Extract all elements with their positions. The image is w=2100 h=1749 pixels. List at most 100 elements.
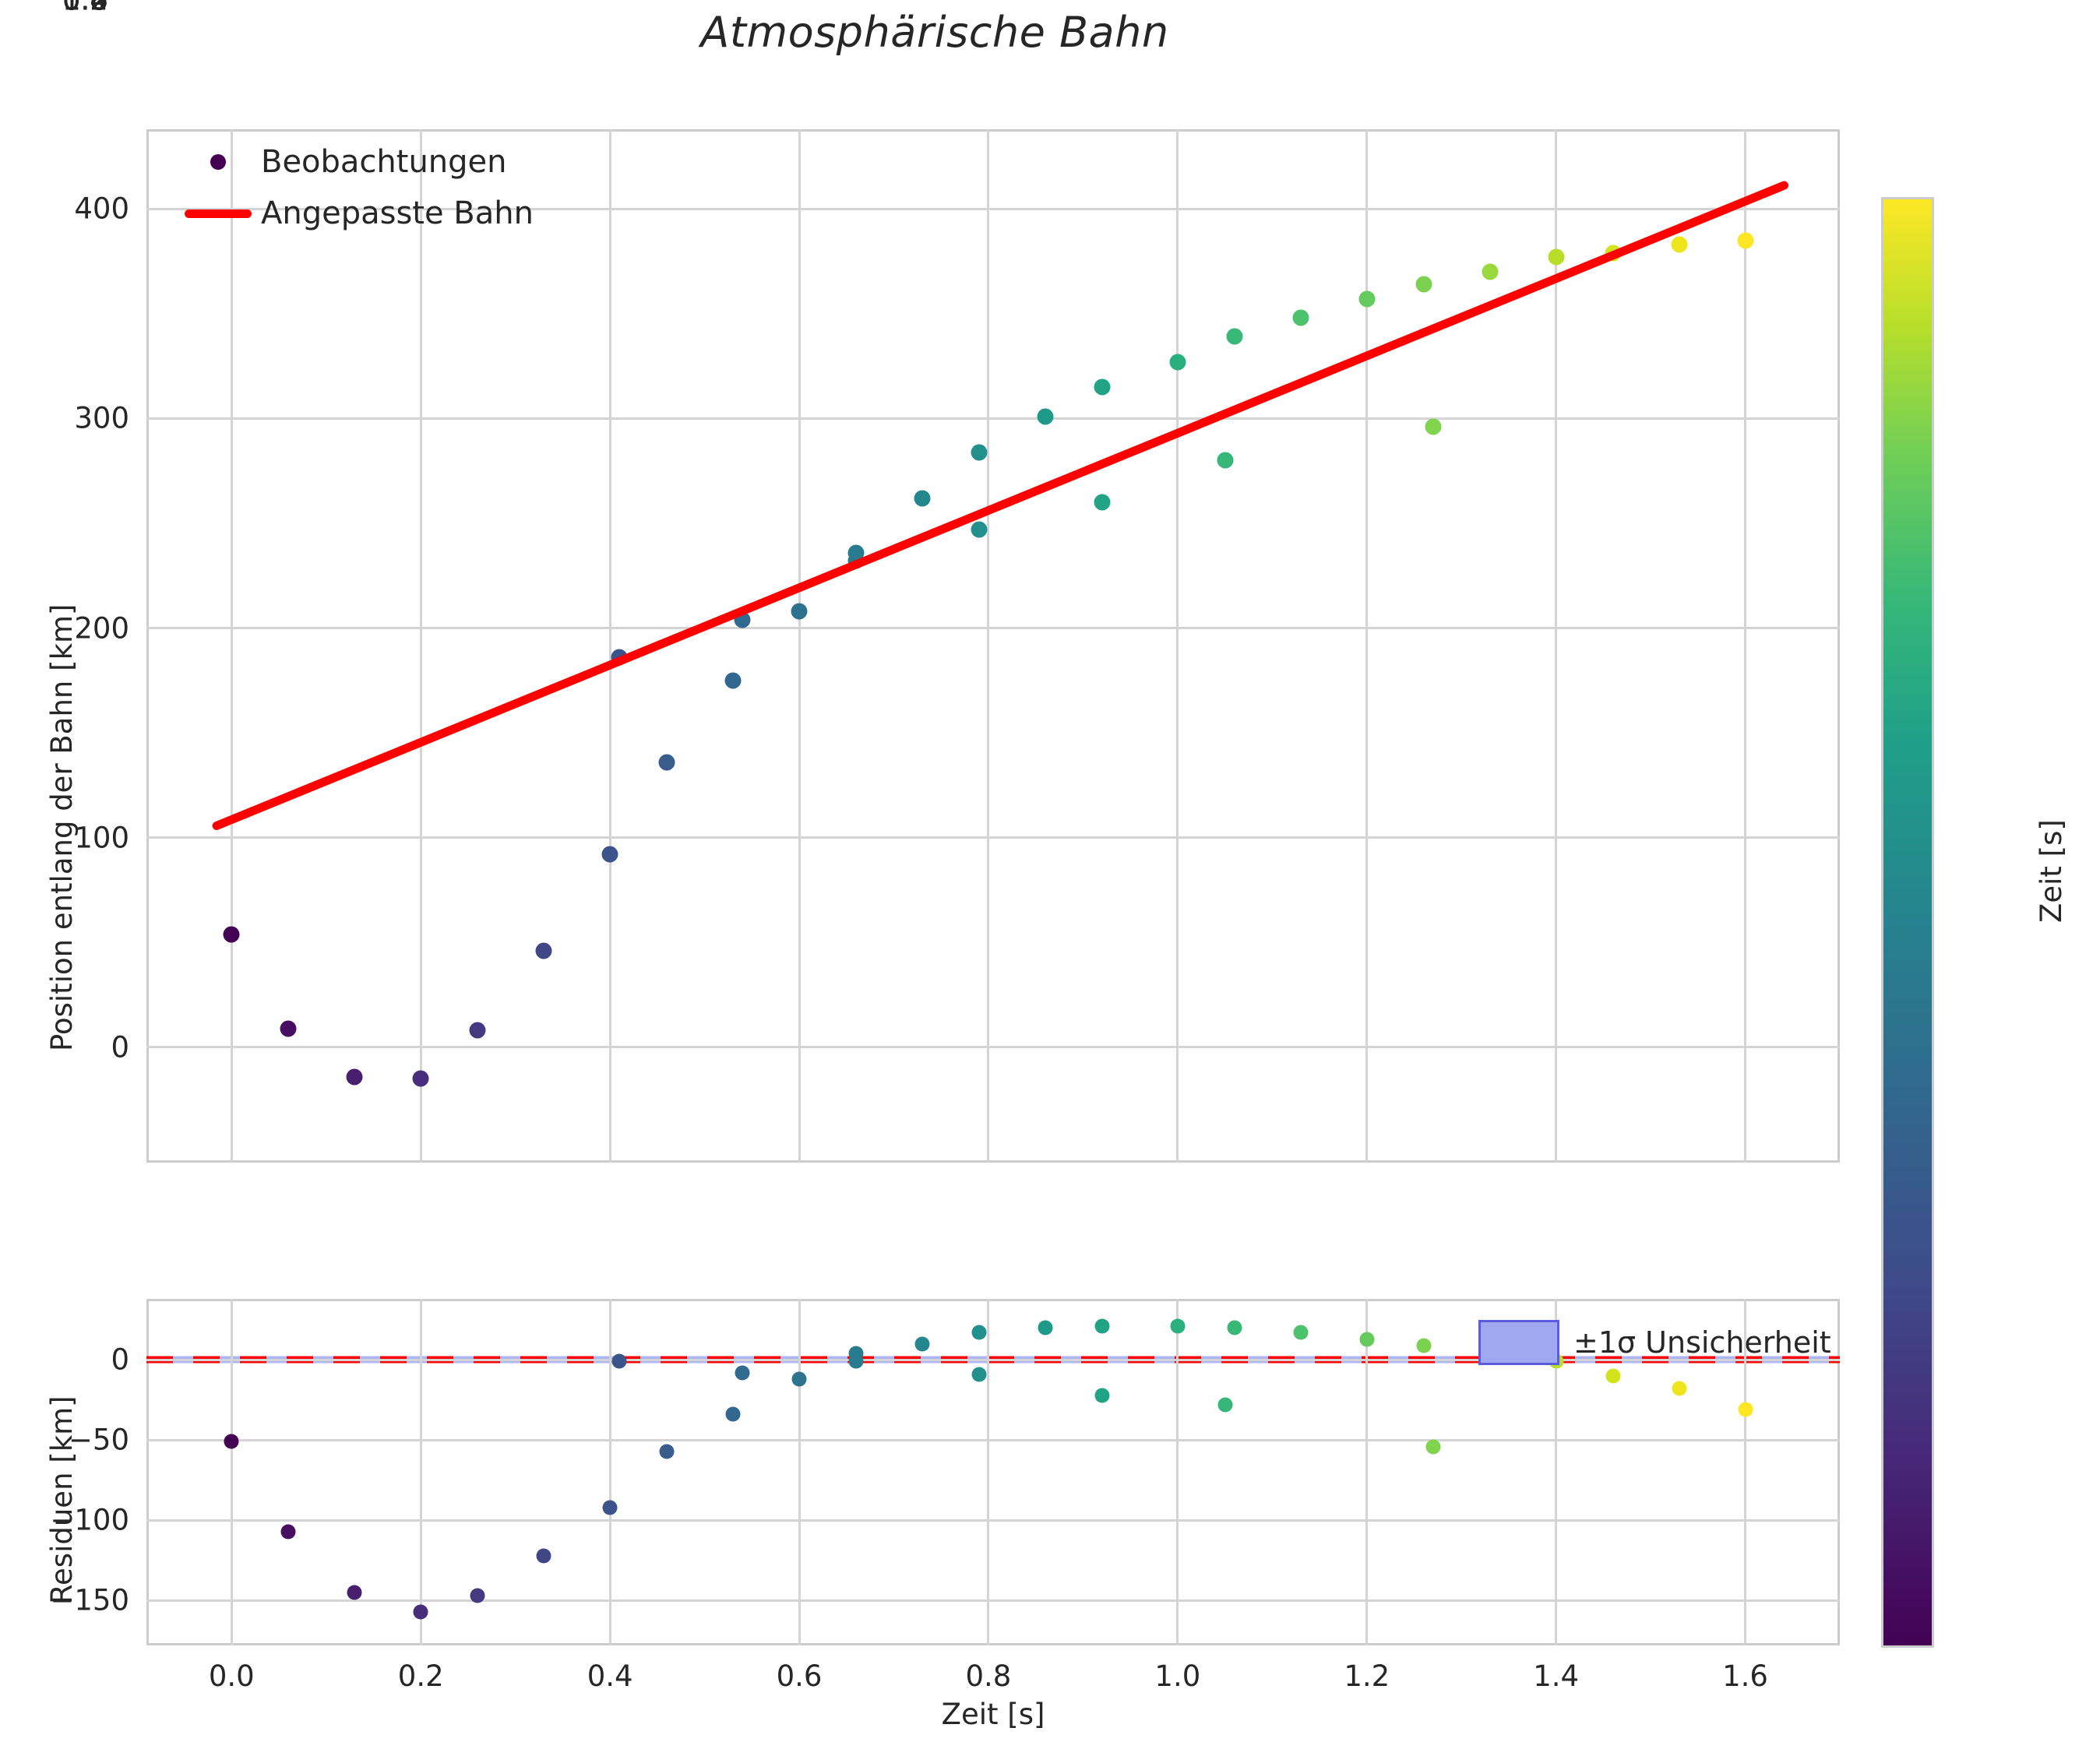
gridline-horizontal [146,836,1840,839]
data-point [1482,263,1499,280]
colorbar-tick-label: 0.6 [62,0,108,17]
y-tick-label: −150 [50,1583,129,1617]
data-point [1217,1397,1233,1413]
gridline-vertical [798,1299,801,1645]
data-point [1548,248,1565,266]
gridline-horizontal [146,417,1840,420]
gridline-horizontal [146,627,1840,630]
residual-y-axis-label: Residuen [km] [45,1395,79,1604]
colorbar-gradient [1883,199,1932,1645]
uncertainty-patch-icon [1478,1320,1559,1365]
gridline-vertical [419,1299,422,1645]
colorbar-tick-label: 0.4 [62,0,108,17]
data-point [1170,1318,1186,1334]
y-tick-label: 0 [111,1343,129,1377]
gridline-vertical [419,129,422,1163]
fitted-line-icon [175,209,261,218]
colorbar-tick-label: 1.6 [62,0,108,17]
data-point [280,1020,297,1037]
data-point [1358,290,1376,308]
data-point [1415,276,1432,293]
gridline-horizontal [146,1518,1840,1522]
gridline-vertical [798,129,801,1163]
data-point [1227,1320,1242,1336]
y-tick-label: −100 [50,1503,129,1537]
data-point [1605,1368,1620,1384]
y-tick-label: −50 [68,1423,129,1457]
main-plot-area [146,129,1840,1163]
gridline-vertical [230,129,233,1163]
data-point [224,1434,239,1449]
x-tick-label: 0.4 [587,1659,633,1693]
colorbar-tick-label: 1.2 [62,0,108,17]
data-point [1293,1325,1309,1340]
gridline-vertical [1555,129,1558,1163]
data-point [1425,1439,1441,1455]
data-point [659,1444,675,1459]
data-point [346,1068,363,1086]
gridline-vertical [608,1299,611,1645]
y-tick-label: 200 [74,611,129,646]
main-plot-axes [146,129,1840,1163]
gridline-vertical [1176,129,1179,1163]
data-point [791,1371,807,1387]
data-point [848,1353,864,1369]
data-point [1738,1402,1753,1417]
x-tick-label: 0.8 [965,1659,1012,1693]
data-point [601,846,618,863]
colorbar-label: Zeit [s] [2035,819,2068,923]
data-point [280,1524,296,1540]
data-point [1425,418,1442,435]
data-point [1094,378,1111,396]
data-point [735,1365,750,1381]
gridline-vertical [608,129,611,1163]
data-point [914,1336,930,1352]
data-point [535,942,552,959]
x-tick-label: 1.0 [1154,1659,1201,1693]
gridline-vertical [987,129,990,1163]
colorbar [1883,199,1932,1645]
data-point [1217,452,1234,469]
data-point [1292,309,1309,326]
data-point [469,1022,486,1039]
data-point [1094,494,1111,511]
colorbar-tick-label: 1.0 [62,0,108,17]
data-point [1671,236,1688,253]
data-point [724,672,742,689]
observations-marker-icon [175,154,261,170]
gridline-vertical [1176,1299,1179,1645]
data-point [1037,408,1054,425]
data-point [791,603,808,620]
main-y-axis-label: Position entlang der Bahn [km] [45,604,79,1051]
residual-plot-area [146,1299,1840,1645]
data-point [971,444,988,461]
main-legend: Beobachtungen Angepasste Bahn [175,144,534,231]
x-axis-label: Zeit [s] [941,1698,1045,1731]
colorbar-tick-label: 0.2 [62,0,108,17]
colorbar-tick-label: 1.4 [62,0,108,17]
data-point [1672,1381,1687,1396]
gridline-horizontal [146,1358,1840,1361]
y-tick-label: 0 [111,1030,129,1065]
data-point [1169,354,1186,371]
gridline-vertical [1744,129,1747,1163]
data-point [1094,1318,1110,1334]
data-point [971,1325,987,1340]
gridline-vertical [230,1299,233,1645]
data-point [1737,232,1754,249]
data-point [971,521,988,538]
legend-item-fitted-track: Angepasste Bahn [175,195,534,231]
gridline-vertical [1555,1299,1558,1645]
y-tick-label: 100 [74,821,129,855]
residual-legend: ±1σ Unsicherheit [1478,1320,1831,1365]
data-point [470,1588,485,1603]
data-point [1038,1320,1053,1336]
x-tick-label: 1.4 [1533,1659,1580,1693]
colorbar-tick-label: 0.0 [62,0,108,17]
data-point [413,1604,428,1620]
data-point [914,490,931,507]
data-point [602,1500,618,1515]
data-point [536,1548,551,1564]
legend-item-observations: Beobachtungen [175,144,534,180]
